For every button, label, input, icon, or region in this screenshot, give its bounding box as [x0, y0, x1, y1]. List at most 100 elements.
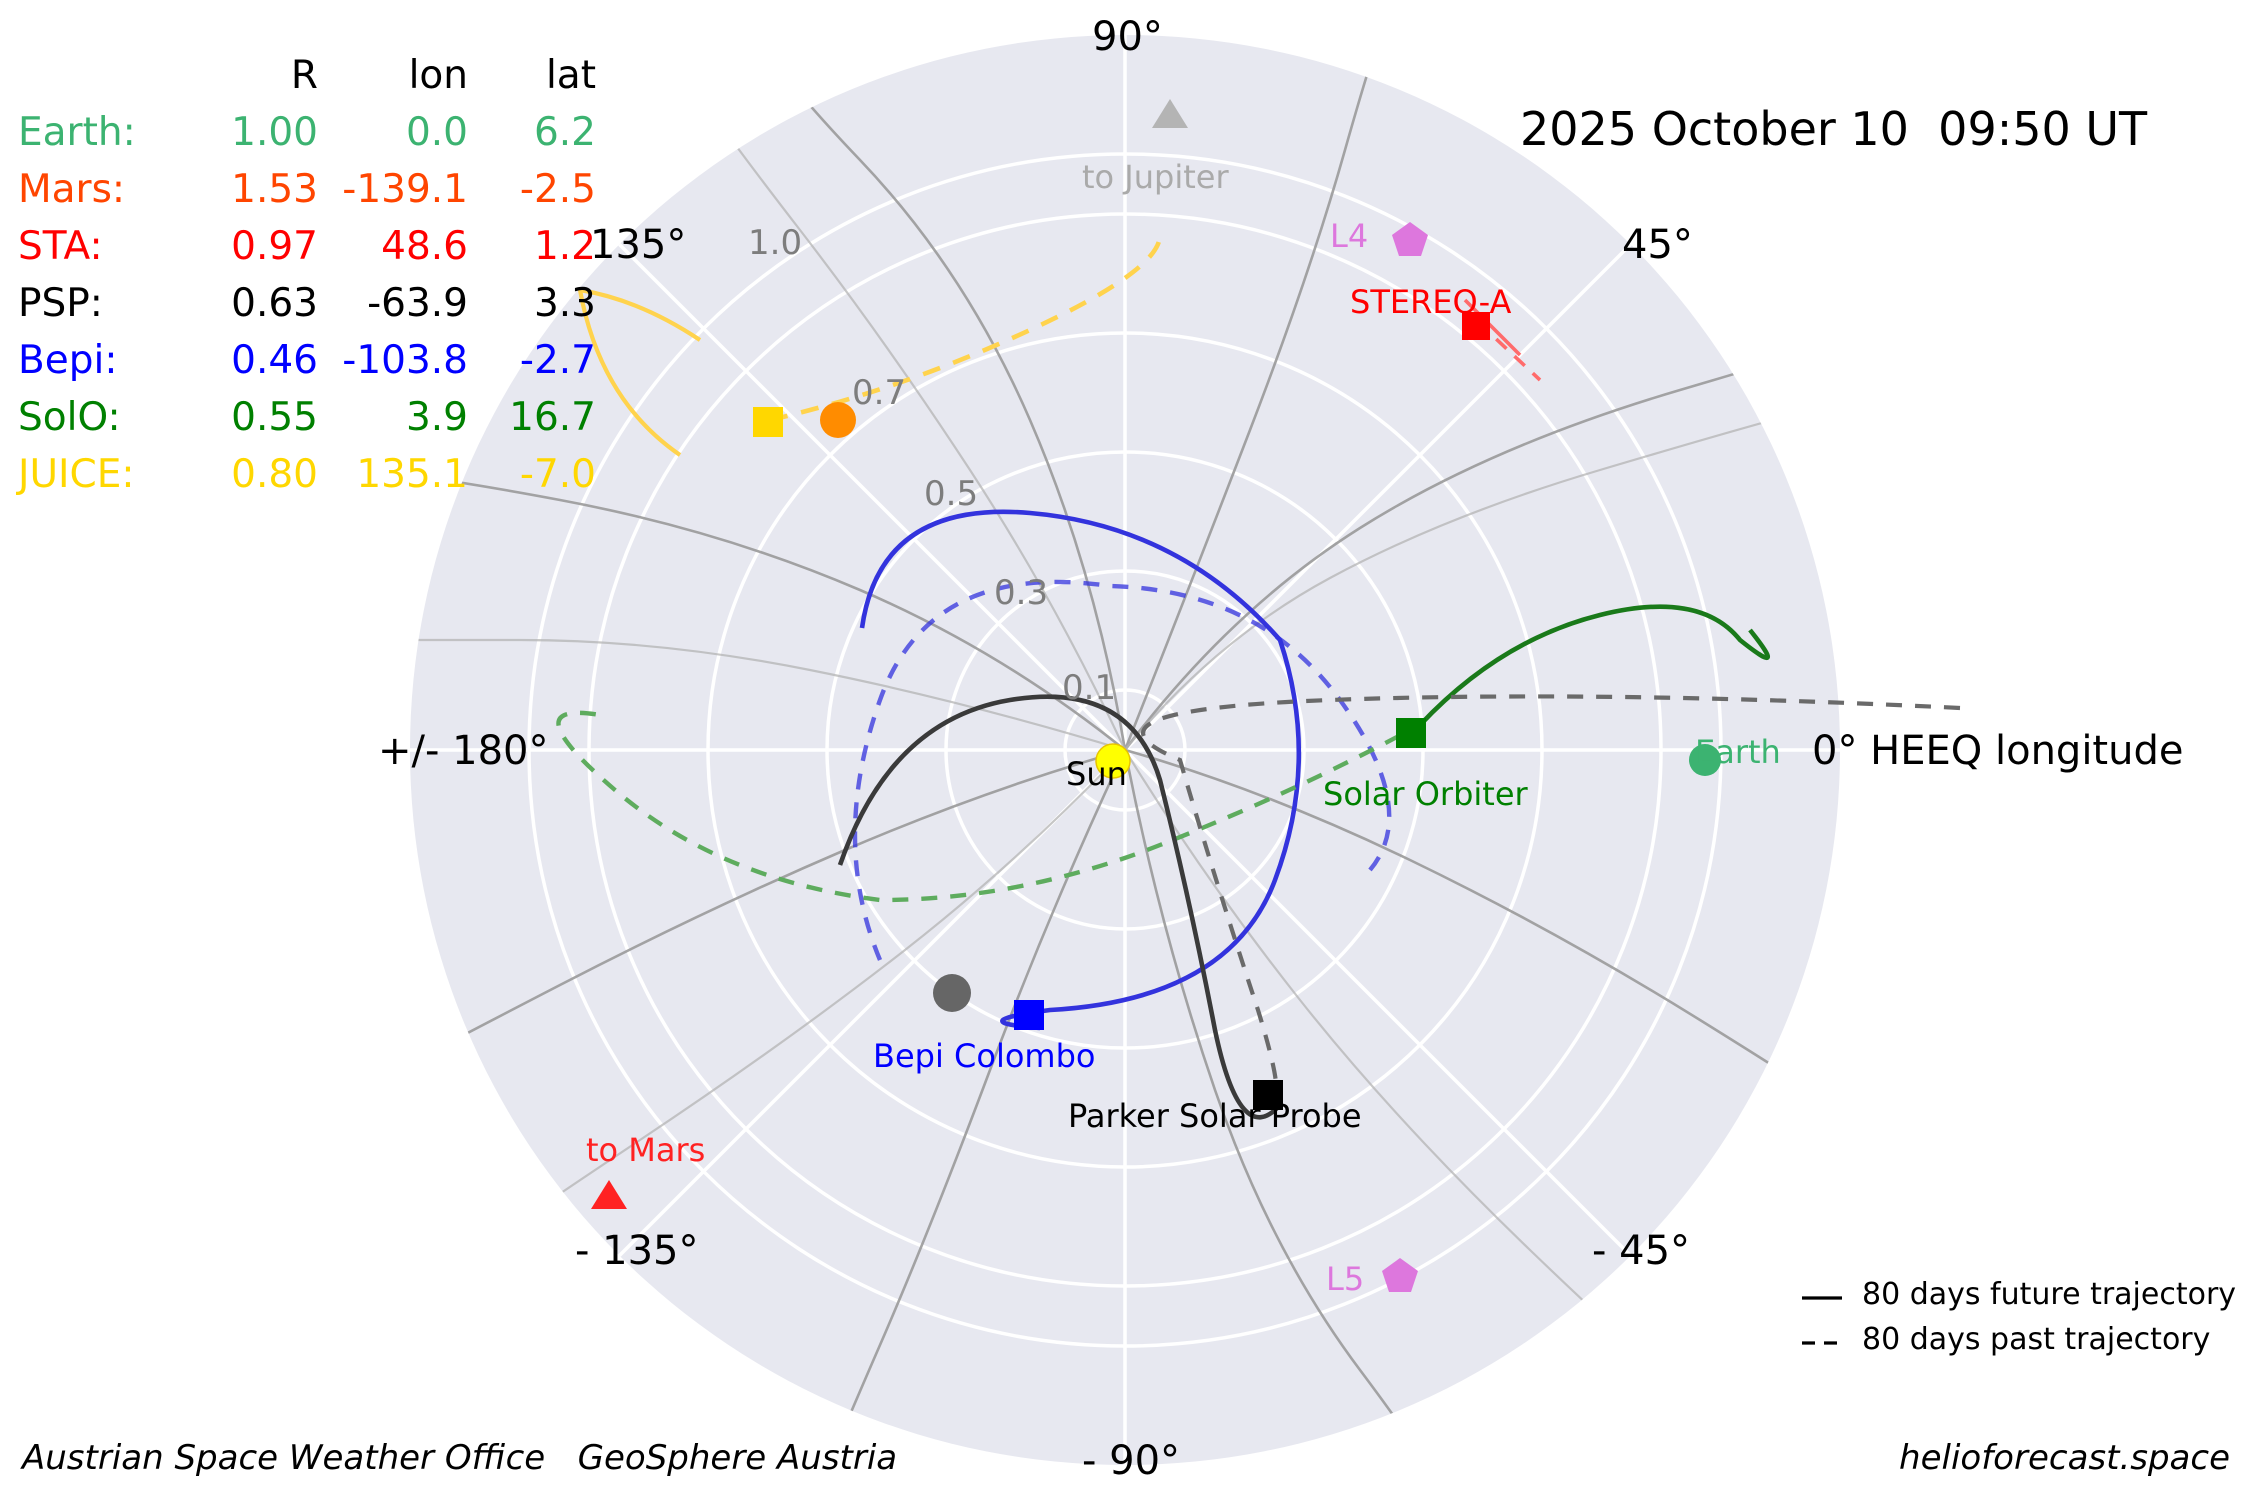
table-cell-lon: -63.9: [367, 280, 468, 326]
psp-future-path: [837, 694, 1282, 1120]
plot-label-to-mars: to Mars: [586, 1131, 706, 1169]
table-cell-r: 0.55: [231, 394, 318, 440]
plot-label-to-jupiter: to Jupiter: [1082, 158, 1229, 196]
table-cell-name: Bepi:: [18, 337, 118, 383]
bepi-future-path: [859, 509, 1302, 1031]
radial-tick-label: 0.7: [852, 373, 907, 413]
table-row: SolO: 0.55 3.9 16.7: [18, 390, 596, 447]
table-cell-lon: -103.8: [342, 337, 468, 383]
marker-parker-solar-probe[interactable]: [1253, 1080, 1283, 1110]
table-cell-lon: 48.6: [381, 223, 468, 269]
marker-venus[interactable]: [820, 402, 856, 438]
table-body: Earth: 1.00 0.0 6.2 Mars: 1.53 -139.1 -2.5 STA: 0…: [18, 105, 596, 504]
angle-tick-label: 135°: [590, 222, 687, 268]
table-cell-lon: 0.0: [405, 109, 468, 155]
plot-label-l5: L5: [1326, 1260, 1365, 1298]
table-cell-lat: -7.0: [519, 451, 596, 497]
trajectory-solo: [556, 604, 1770, 903]
table-cell-lon: 135.1: [356, 451, 468, 497]
footer-website: helioforecast.space: [1899, 1438, 2230, 1478]
table-cell-lon: 3.9: [405, 394, 468, 440]
juice-past-path: [769, 234, 1163, 423]
table-row: Bepi: 0.46 -103.8 -2.7: [18, 333, 596, 390]
plot-label-earth: Earth: [1695, 733, 1781, 771]
angle-tick-label: 45°: [1622, 222, 1693, 268]
table-cell-lat: -2.7: [519, 337, 596, 383]
marker-jupiter-direction[interactable]: [1152, 99, 1188, 128]
marker-l5[interactable]: [1382, 1258, 1418, 1292]
marker-bepi-colombo[interactable]: [1014, 1000, 1044, 1030]
table-cell-r: 1.53: [231, 166, 318, 212]
trajectory-juice: [577, 234, 1163, 457]
solo-future-path: [1418, 604, 1770, 727]
table-header-r: R: [290, 53, 318, 98]
juice-future-path: [577, 289, 682, 457]
angle-tick-label: - 135°: [575, 1228, 699, 1274]
radial-tick-label: 0.5: [924, 474, 979, 514]
table-cell-name: JUICE:: [18, 451, 135, 497]
table-cell-lat: -2.5: [519, 166, 596, 212]
plot-label-parker-solar-probe: Parker Solar Probe: [1068, 1097, 1362, 1135]
plot-label-solar-orbiter: Solar Orbiter: [1323, 775, 1528, 813]
radial-tick-label: 0.3: [994, 573, 1049, 613]
marker-mars-direction[interactable]: [591, 1180, 627, 1209]
table-cell-r: 0.97: [231, 223, 318, 269]
table-cell-r: 0.46: [231, 337, 318, 383]
table-cell-lat: 3.3: [533, 280, 596, 326]
angle-tick-label: - 45°: [1592, 1228, 1691, 1274]
marker-mercury[interactable]: [933, 974, 971, 1012]
table-cell-lat: 6.2: [533, 109, 596, 155]
date-time-title: 2025 October 10 09:50 UT: [1520, 102, 2148, 156]
marker-sun[interactable]: [1095, 743, 1131, 779]
marker-solar-orbiter[interactable]: [1396, 718, 1426, 748]
table-cell-lat: 16.7: [509, 394, 596, 440]
sta-short-path: [1463, 298, 1522, 357]
marker-l4[interactable]: [1392, 222, 1428, 256]
table-header-row: R lon lat: [18, 48, 596, 105]
marker-stereo-a[interactable]: [1462, 312, 1490, 340]
legend-row-future: 80 days future trajectory: [1800, 1272, 2236, 1317]
legend-past-label: 80 days past trajectory: [1862, 1322, 2211, 1357]
trajectory-legend: 80 days future trajectory 80 days past t…: [1800, 1272, 2236, 1362]
table-header-name: [18, 48, 190, 105]
plot-label-l4: L4: [1330, 217, 1369, 255]
table-cell-name: SolO:: [18, 394, 121, 440]
marker-earth[interactable]: [1689, 744, 1721, 776]
psp-past-path: [1141, 694, 1961, 1098]
table-cell-r: 0.80: [231, 451, 318, 497]
table-cell-lon: -139.1: [342, 166, 468, 212]
table-cell-lat: 1.2: [533, 223, 596, 269]
angle-tick-label: - 90°: [1082, 1438, 1181, 1484]
table-row: STA: 0.97 48.6 1.2: [18, 219, 596, 276]
trajectory-psp: [837, 694, 1961, 1120]
angle-tick-label: 0° HEEQ longitude: [1812, 728, 2184, 774]
legend-row-past: 80 days past trajectory: [1800, 1317, 2236, 1362]
table-cell-r: 1.00: [231, 109, 318, 155]
legend-future-label: 80 days future trajectory: [1862, 1277, 2237, 1312]
table-row: Mars: 1.53 -139.1 -2.5: [18, 162, 596, 219]
table-cell-name: Earth:: [18, 109, 136, 155]
angular-grid-spokes: [410, 35, 1840, 1465]
plot-label-stereo-a: STEREO-A: [1350, 283, 1512, 321]
table-header-lat: lat: [545, 53, 596, 98]
table-row: JUICE: 0.80 135.1 -7.0: [18, 447, 596, 504]
dashed-line-icon: [1800, 1322, 1862, 1357]
angle-tick-label: 90°: [1092, 14, 1163, 60]
plot-label-bepi-colombo: Bepi Colombo: [873, 1037, 1096, 1075]
table-cell-name: PSP:: [18, 280, 103, 326]
marker-juice[interactable]: [753, 407, 783, 437]
table-header-lon: lon: [408, 53, 468, 98]
solid-line-icon: [1800, 1277, 1862, 1312]
table-cell-name: Mars:: [18, 166, 126, 212]
plot-label-sun: Sun: [1066, 755, 1127, 793]
table-row: Earth: 1.00 0.0 6.2: [18, 105, 596, 162]
radial-tick-label: 0.1: [1062, 668, 1117, 708]
trajectory-sta: [1463, 298, 1542, 382]
solo-past-path: [556, 710, 1427, 903]
radial-tick-label: 1.0: [748, 223, 803, 263]
footer-attribution: Austrian Space Weather Office GeoSphere …: [22, 1438, 898, 1478]
table-cell-r: 0.63: [231, 280, 318, 326]
table-cell-name: STA:: [18, 223, 103, 269]
